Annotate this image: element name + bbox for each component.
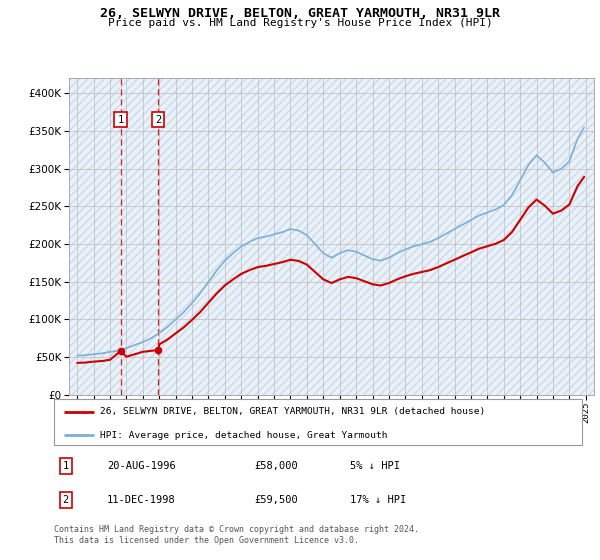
Text: £59,500: £59,500	[254, 496, 298, 506]
Text: 11-DEC-1998: 11-DEC-1998	[107, 496, 176, 506]
Text: Contains HM Land Registry data © Crown copyright and database right 2024.
This d: Contains HM Land Registry data © Crown c…	[54, 525, 419, 545]
Text: 26, SELWYN DRIVE, BELTON, GREAT YARMOUTH, NR31 9LR: 26, SELWYN DRIVE, BELTON, GREAT YARMOUTH…	[100, 7, 500, 20]
Text: 1: 1	[62, 461, 69, 471]
Text: 1: 1	[118, 115, 124, 124]
Text: HPI: Average price, detached house, Great Yarmouth: HPI: Average price, detached house, Grea…	[100, 431, 388, 440]
Text: £58,000: £58,000	[254, 461, 298, 471]
Text: 5% ↓ HPI: 5% ↓ HPI	[350, 461, 400, 471]
Text: Price paid vs. HM Land Registry's House Price Index (HPI): Price paid vs. HM Land Registry's House …	[107, 18, 493, 28]
Text: 20-AUG-1996: 20-AUG-1996	[107, 461, 176, 471]
Text: 17% ↓ HPI: 17% ↓ HPI	[350, 496, 406, 506]
Text: 2: 2	[62, 496, 69, 506]
Text: 26, SELWYN DRIVE, BELTON, GREAT YARMOUTH, NR31 9LR (detached house): 26, SELWYN DRIVE, BELTON, GREAT YARMOUTH…	[100, 407, 486, 416]
Text: 2: 2	[155, 115, 161, 124]
FancyBboxPatch shape	[54, 399, 582, 445]
